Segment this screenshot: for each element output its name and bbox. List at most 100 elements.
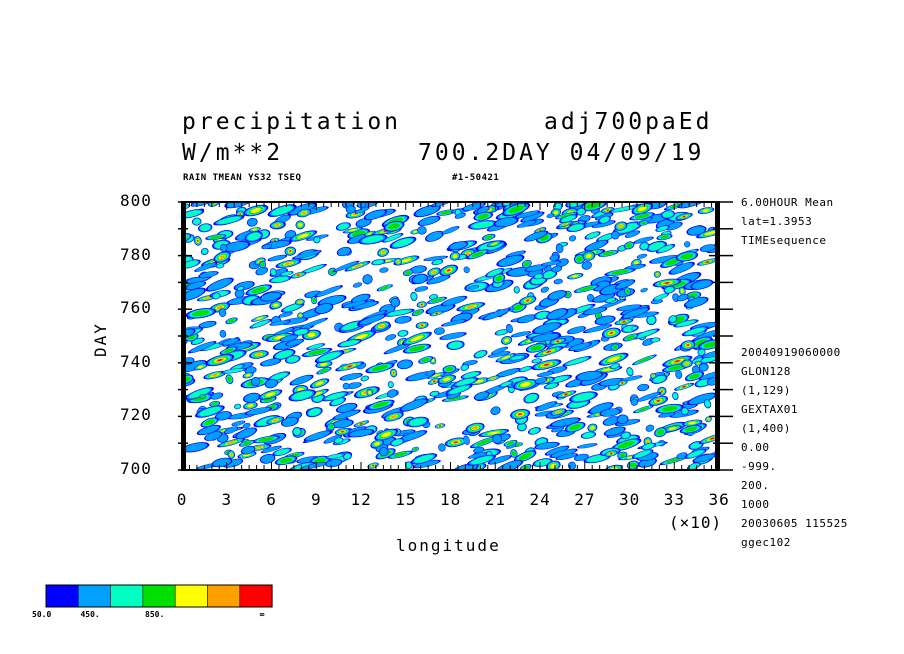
precip-level [287,356,299,363]
precip-level [463,202,485,211]
precip-cell [513,286,520,294]
x-tick-label: 18 [440,490,462,509]
precip-cell [203,370,227,380]
precip-cell [645,424,655,432]
precip-cell [672,391,679,401]
precip-level [584,324,611,333]
precip-cell [267,204,297,217]
precip-level [431,298,443,303]
side-info-line: 20030605 115525 [741,517,848,530]
precip-level [514,443,521,447]
precip-level [492,347,507,354]
precip-level [275,327,294,336]
precip-level [448,341,463,349]
side-info-line: GEXTAX01 [741,403,798,416]
precip-cell [478,429,510,437]
precip-cell [620,431,632,440]
precip-cell [441,226,460,235]
x-tick-label: 27 [574,490,596,509]
precip-cell [244,231,263,242]
precip-cell [353,420,370,427]
precip-level [219,255,225,259]
precip-level [694,339,708,347]
precip-level [415,205,440,217]
precip-cell [596,298,627,310]
precip-level [518,423,526,431]
precip-cell [403,269,414,277]
x-axis-label: longitude [396,536,501,555]
precip-cell [336,246,352,257]
colorbar-swatch [239,584,273,608]
precip-level [224,459,242,468]
precip-level [315,381,324,386]
precip-cell [444,437,467,448]
precip-cell [467,452,488,459]
precip-level [544,363,549,366]
precip-cell [598,352,629,366]
precip-level [629,462,637,468]
colorbar-swatch [142,584,176,608]
colorbar-swatch [174,584,208,608]
x-tick-label: 3 [221,490,233,509]
side-info-line: 6.00HOUR Mean [741,196,834,209]
precip-cell [398,430,428,442]
precip-cell [409,265,427,274]
precip-level [441,332,465,340]
precip-cell [553,278,563,285]
precip-cell [285,355,301,364]
precip-level [297,274,300,276]
precip-level [211,402,218,406]
precip-level [449,241,467,250]
precip-cell [371,259,386,266]
precip-cell [323,434,343,444]
precip-cell [332,409,361,420]
precip-cell [640,287,648,293]
precip-cell [191,217,202,226]
precip-level [224,241,249,252]
precip-cell [331,419,354,429]
precip-cell [582,324,613,334]
precip-level [211,392,223,400]
precip-cell [410,291,418,301]
precip-level [400,258,413,263]
precip-cell [532,322,563,334]
precip-cell [427,296,447,304]
precip-cell [676,452,688,459]
precip-cell [684,448,707,459]
precip-cell [234,289,245,298]
precip-level [251,286,267,294]
precip-level [388,382,394,387]
precip-level [230,453,233,456]
precip-level [489,455,511,464]
precip-level [536,411,554,417]
precip-cell [434,327,445,335]
precip-level [308,349,326,355]
precip-cell [352,282,363,288]
x-tick-label: 30 [619,490,641,509]
precip-cell [184,387,214,400]
x-tick-label: 33 [663,490,686,509]
precip-level [411,293,417,300]
precip-level [534,323,560,334]
precip-level [425,256,447,261]
precip-level [255,316,264,320]
x-tick-label: 24 [529,490,551,509]
precip-level [419,216,439,226]
precip-cell [334,428,351,436]
precip-cell [416,301,427,308]
precip-level [355,207,369,214]
x-tick-label: 6 [266,490,277,509]
precip-cell [523,392,540,404]
precip-cell [626,367,634,377]
precip-cell [249,350,269,359]
precip-level [677,452,687,459]
precip-cell [555,212,578,220]
precip-cell [549,448,578,458]
precip-level [258,437,275,442]
precip-level [247,404,254,408]
precip-level [252,228,258,231]
precip-cell [377,247,389,257]
precip-level [516,210,539,218]
precip-level [600,408,620,417]
side-info-line: (1,400) [741,422,791,435]
